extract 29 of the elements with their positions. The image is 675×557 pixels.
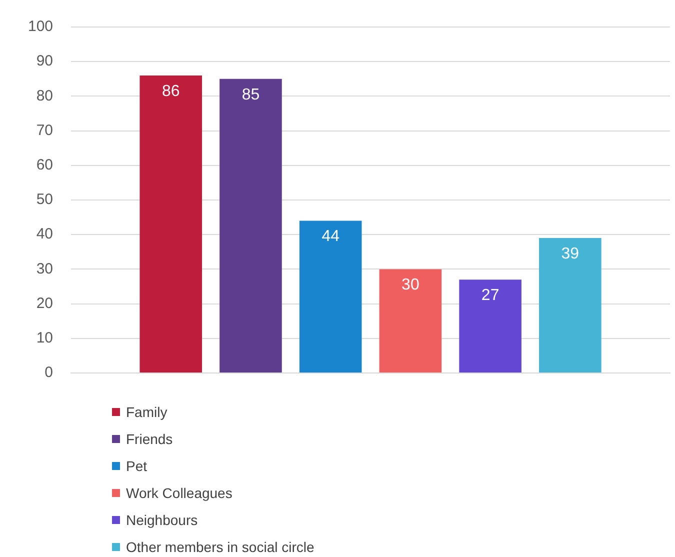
- data-label: 44: [322, 228, 340, 246]
- bar: [220, 78, 282, 372]
- y-tick-label: 40: [36, 226, 54, 243]
- data-label: 86: [162, 82, 180, 100]
- legend-label: Family: [126, 404, 168, 420]
- data-label: 39: [561, 245, 580, 262]
- bar: [379, 269, 442, 372]
- legend-label: Work Colleagues: [126, 484, 232, 500]
- data-label: 27: [481, 286, 500, 304]
- y-tick-label: 90: [36, 52, 54, 70]
- bar: [459, 280, 522, 372]
- bar: [299, 220, 362, 372]
- data-label: 30: [402, 276, 420, 294]
- data-label: 85: [242, 86, 260, 104]
- bar: [539, 238, 602, 372]
- y-tick-label: 80: [36, 87, 54, 104]
- y-tick-label: 70: [36, 122, 54, 139]
- y-tick-label: 10: [36, 330, 54, 347]
- legend-label: Friends: [126, 430, 173, 446]
- y-tick-label: 100: [28, 18, 54, 36]
- y-tick-label: 30: [36, 260, 54, 278]
- y-tick-label: 50: [36, 191, 54, 208]
- legend-label: Other members in social circle: [126, 538, 314, 554]
- bar: [140, 75, 202, 372]
- legend-label: Pet: [126, 458, 148, 474]
- y-tick-label: 0: [44, 364, 54, 382]
- y-tick-label: 60: [36, 156, 54, 174]
- legend-label: Neighbours: [126, 512, 198, 528]
- y-tick-label: 20: [36, 294, 54, 312]
